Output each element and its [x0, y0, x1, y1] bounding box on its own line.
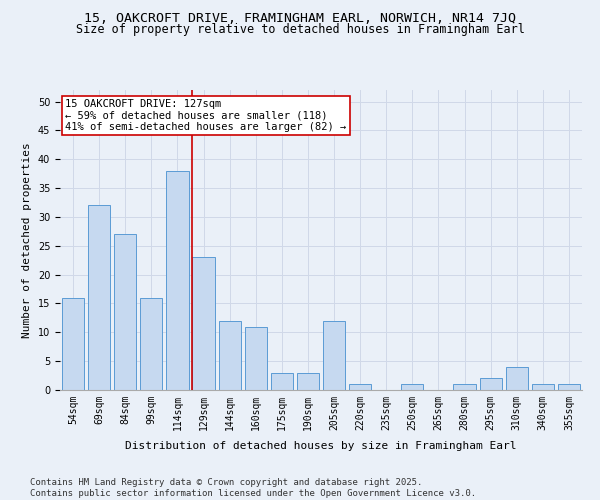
- Bar: [479, 378, 502, 390]
- Bar: [297, 372, 319, 390]
- Y-axis label: Number of detached properties: Number of detached properties: [22, 142, 32, 338]
- Text: 15 OAKCROFT DRIVE: 127sqm
← 59% of detached houses are smaller (118)
41% of semi: 15 OAKCROFT DRIVE: 127sqm ← 59% of detac…: [65, 99, 346, 132]
- Bar: [62, 298, 84, 390]
- Bar: [193, 258, 215, 390]
- Bar: [166, 171, 188, 390]
- Bar: [454, 384, 476, 390]
- Bar: [558, 384, 580, 390]
- Bar: [114, 234, 136, 390]
- Text: Size of property relative to detached houses in Framingham Earl: Size of property relative to detached ho…: [76, 22, 524, 36]
- Bar: [271, 372, 293, 390]
- Bar: [532, 384, 554, 390]
- Bar: [218, 321, 241, 390]
- Text: 15, OAKCROFT DRIVE, FRAMINGHAM EARL, NORWICH, NR14 7JQ: 15, OAKCROFT DRIVE, FRAMINGHAM EARL, NOR…: [84, 12, 516, 26]
- Text: Contains HM Land Registry data © Crown copyright and database right 2025.
Contai: Contains HM Land Registry data © Crown c…: [30, 478, 476, 498]
- Bar: [506, 367, 528, 390]
- Bar: [140, 298, 163, 390]
- Bar: [323, 321, 345, 390]
- Bar: [349, 384, 371, 390]
- Bar: [88, 206, 110, 390]
- Bar: [401, 384, 424, 390]
- X-axis label: Distribution of detached houses by size in Framingham Earl: Distribution of detached houses by size …: [125, 441, 517, 451]
- Bar: [245, 326, 267, 390]
